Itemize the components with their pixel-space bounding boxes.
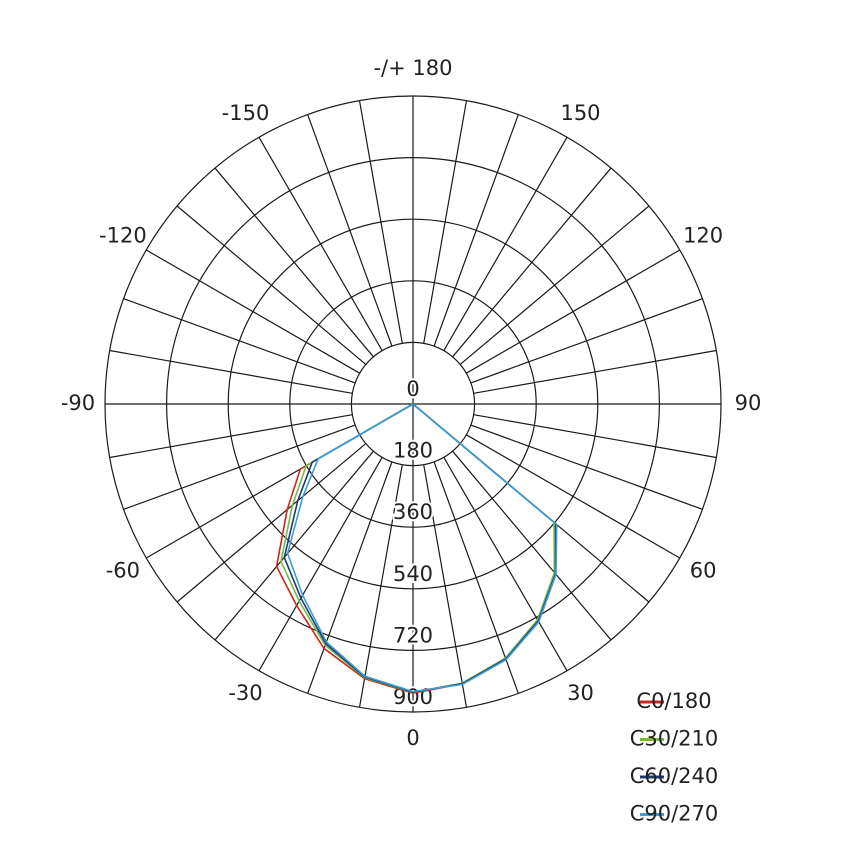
angle-tick-label: 120: [683, 224, 723, 248]
legend-label: C60/240: [630, 764, 719, 788]
angle-tick-label: -60: [106, 559, 140, 583]
angle-tick-label: -120: [99, 224, 147, 248]
angle-tick-label: 0: [406, 726, 419, 750]
angle-tick-label: 30: [567, 681, 594, 705]
angle-tick-label: 60: [690, 559, 717, 583]
ring: [166, 157, 660, 651]
r-tick-label: 540: [393, 562, 433, 586]
angle-tick-label: 150: [560, 101, 600, 125]
r-tick-label: 180: [393, 439, 433, 463]
angle-tick-label: -/+ 180: [373, 56, 452, 80]
r-tick-label: 0: [406, 377, 419, 401]
angle-tick-label: -150: [222, 101, 270, 125]
legend-label: C0/180: [636, 689, 711, 713]
angle-tick-label: 90: [735, 391, 762, 415]
angle-tick-label: -90: [61, 391, 95, 415]
legend-label: C30/210: [630, 727, 719, 751]
ring: [227, 218, 599, 590]
angle-tick-label: -30: [228, 681, 262, 705]
r-tick-label: 720: [393, 623, 433, 647]
ring: [350, 341, 476, 467]
legend-label: C90/270: [630, 802, 719, 826]
ring: [289, 280, 537, 528]
intensity-curve: [286, 403, 558, 693]
r-tick-label: 360: [393, 500, 433, 524]
ring: [104, 95, 722, 713]
